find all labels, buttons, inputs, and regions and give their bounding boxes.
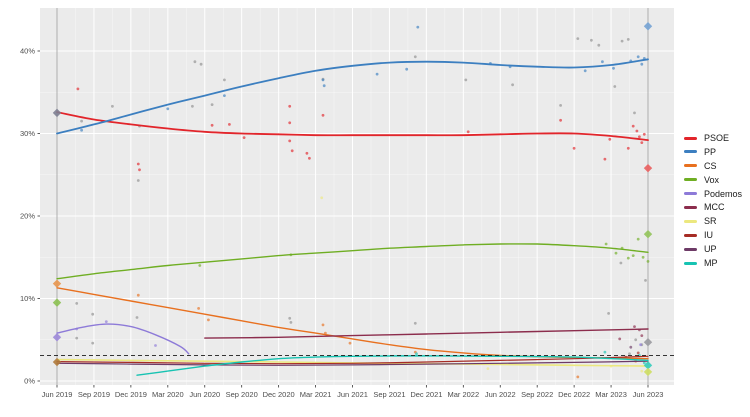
- legend-label: PSOE: [704, 133, 730, 143]
- result-2023-sr: [643, 367, 653, 377]
- legend-swatch-icon: [684, 261, 697, 265]
- chart-legend: PSOE PP CS Vox Podemos MCC SR IU UP MP: [684, 133, 742, 272]
- trend-line-up: [56, 360, 649, 366]
- result-2019-cs: [52, 279, 62, 288]
- svg-text:Sep 2022: Sep 2022: [521, 390, 553, 399]
- legend-label: MP: [704, 258, 718, 269]
- svg-text:Sep 2021: Sep 2021: [373, 390, 405, 399]
- result-2023-gray: [643, 338, 653, 347]
- result-2023-mp: [643, 361, 653, 370]
- x-axis-labels: Jun 2019 Sep 2019 Dec 2019 Mar 2020 Jun 2020…: [42, 385, 664, 399]
- svg-text:Jun 2023: Jun 2023: [633, 390, 664, 399]
- legend-label: UP: [704, 244, 717, 255]
- trend-line-podemos: [56, 323, 190, 355]
- svg-text:Sep 2020: Sep 2020: [226, 390, 258, 399]
- svg-text:Jun 2022: Jun 2022: [485, 390, 516, 399]
- chart-canvas: Jun 2019 Sep 2019 Dec 2019 Mar 2020 Jun 2020…: [20, 8, 674, 399]
- result-2019-psoe: [52, 108, 62, 118]
- legend-item-pp: PP: [684, 147, 742, 157]
- plot-panel: [40, 8, 674, 385]
- legend-item-iu: IU: [684, 230, 742, 240]
- legend-item-psoe: PSOE: [684, 133, 742, 143]
- svg-text:Jun 2021: Jun 2021: [337, 390, 368, 399]
- svg-text:Mar 2021: Mar 2021: [300, 390, 332, 399]
- legend-item-up: UP: [684, 244, 742, 254]
- svg-text:Dec 2020: Dec 2020: [263, 390, 295, 399]
- legend-label: PP: [704, 146, 717, 157]
- svg-text:Dec 2022: Dec 2022: [558, 390, 590, 399]
- legend-swatch-icon: [684, 164, 697, 168]
- legend-swatch-icon: [684, 219, 697, 223]
- svg-text:Jun 2019: Jun 2019: [42, 390, 73, 399]
- legend-swatch-icon: [684, 233, 697, 237]
- legend-swatch-icon: [684, 192, 697, 196]
- legend-item-vox: Vox: [684, 175, 742, 185]
- legend-swatch-icon: [684, 178, 697, 182]
- trend-line-mp: [136, 355, 649, 376]
- svg-text:Mar 2020: Mar 2020: [152, 390, 184, 399]
- svg-text:Sep 2019: Sep 2019: [78, 390, 110, 399]
- legend-item-podemos: Podemos: [684, 189, 742, 199]
- legend-swatch-icon: [684, 247, 697, 251]
- svg-text:10%: 10%: [20, 294, 35, 303]
- legend-label: CS: [704, 160, 717, 171]
- result-2019-podemos: [52, 333, 62, 342]
- result-2023-pp: [643, 22, 653, 31]
- svg-text:0%: 0%: [24, 377, 35, 386]
- svg-text:Jun 2020: Jun 2020: [189, 390, 220, 399]
- legend-label: SR: [704, 216, 717, 227]
- result-2019-vox: [52, 298, 62, 307]
- result-2023-vox: [643, 229, 653, 239]
- svg-text:30%: 30%: [20, 129, 35, 138]
- svg-text:Dec 2021: Dec 2021: [410, 390, 442, 399]
- legend-label: MCC: [704, 202, 725, 213]
- legend-swatch-icon: [684, 136, 697, 140]
- svg-text:Mar 2022: Mar 2022: [447, 390, 479, 399]
- trend-line-iu: [56, 355, 649, 365]
- trend-line-pp: [56, 58, 649, 135]
- result-2023-psoe: [643, 163, 653, 173]
- y-axis-labels: 0% 10% 20% 30% 40%: [20, 47, 40, 386]
- legend-swatch-icon: [684, 205, 697, 209]
- legend-item-mcc: MCC: [684, 202, 742, 212]
- legend-label: IU: [704, 230, 713, 241]
- legend-swatch-icon: [684, 150, 697, 154]
- poll-dots: [75, 25, 650, 379]
- legend-item-sr: SR: [684, 216, 742, 226]
- svg-text:Dec 2019: Dec 2019: [115, 390, 147, 399]
- trend-line-mcc: [204, 328, 649, 339]
- legend-item-cs: CS: [684, 161, 742, 171]
- legend-label: Podemos: [704, 188, 743, 199]
- legend-label: Vox: [704, 174, 720, 185]
- trend-line-psoe: [56, 111, 649, 141]
- result-2019-iu: [52, 357, 62, 367]
- trend-line-vox: [56, 243, 649, 280]
- election-date-lines: [56, 8, 649, 385]
- svg-text:20%: 20%: [20, 212, 35, 221]
- legend-item-mp: MP: [684, 258, 742, 268]
- svg-text:Mar 2023: Mar 2023: [595, 390, 627, 399]
- election-result-markers: [52, 22, 653, 377]
- svg-text:40%: 40%: [20, 47, 35, 56]
